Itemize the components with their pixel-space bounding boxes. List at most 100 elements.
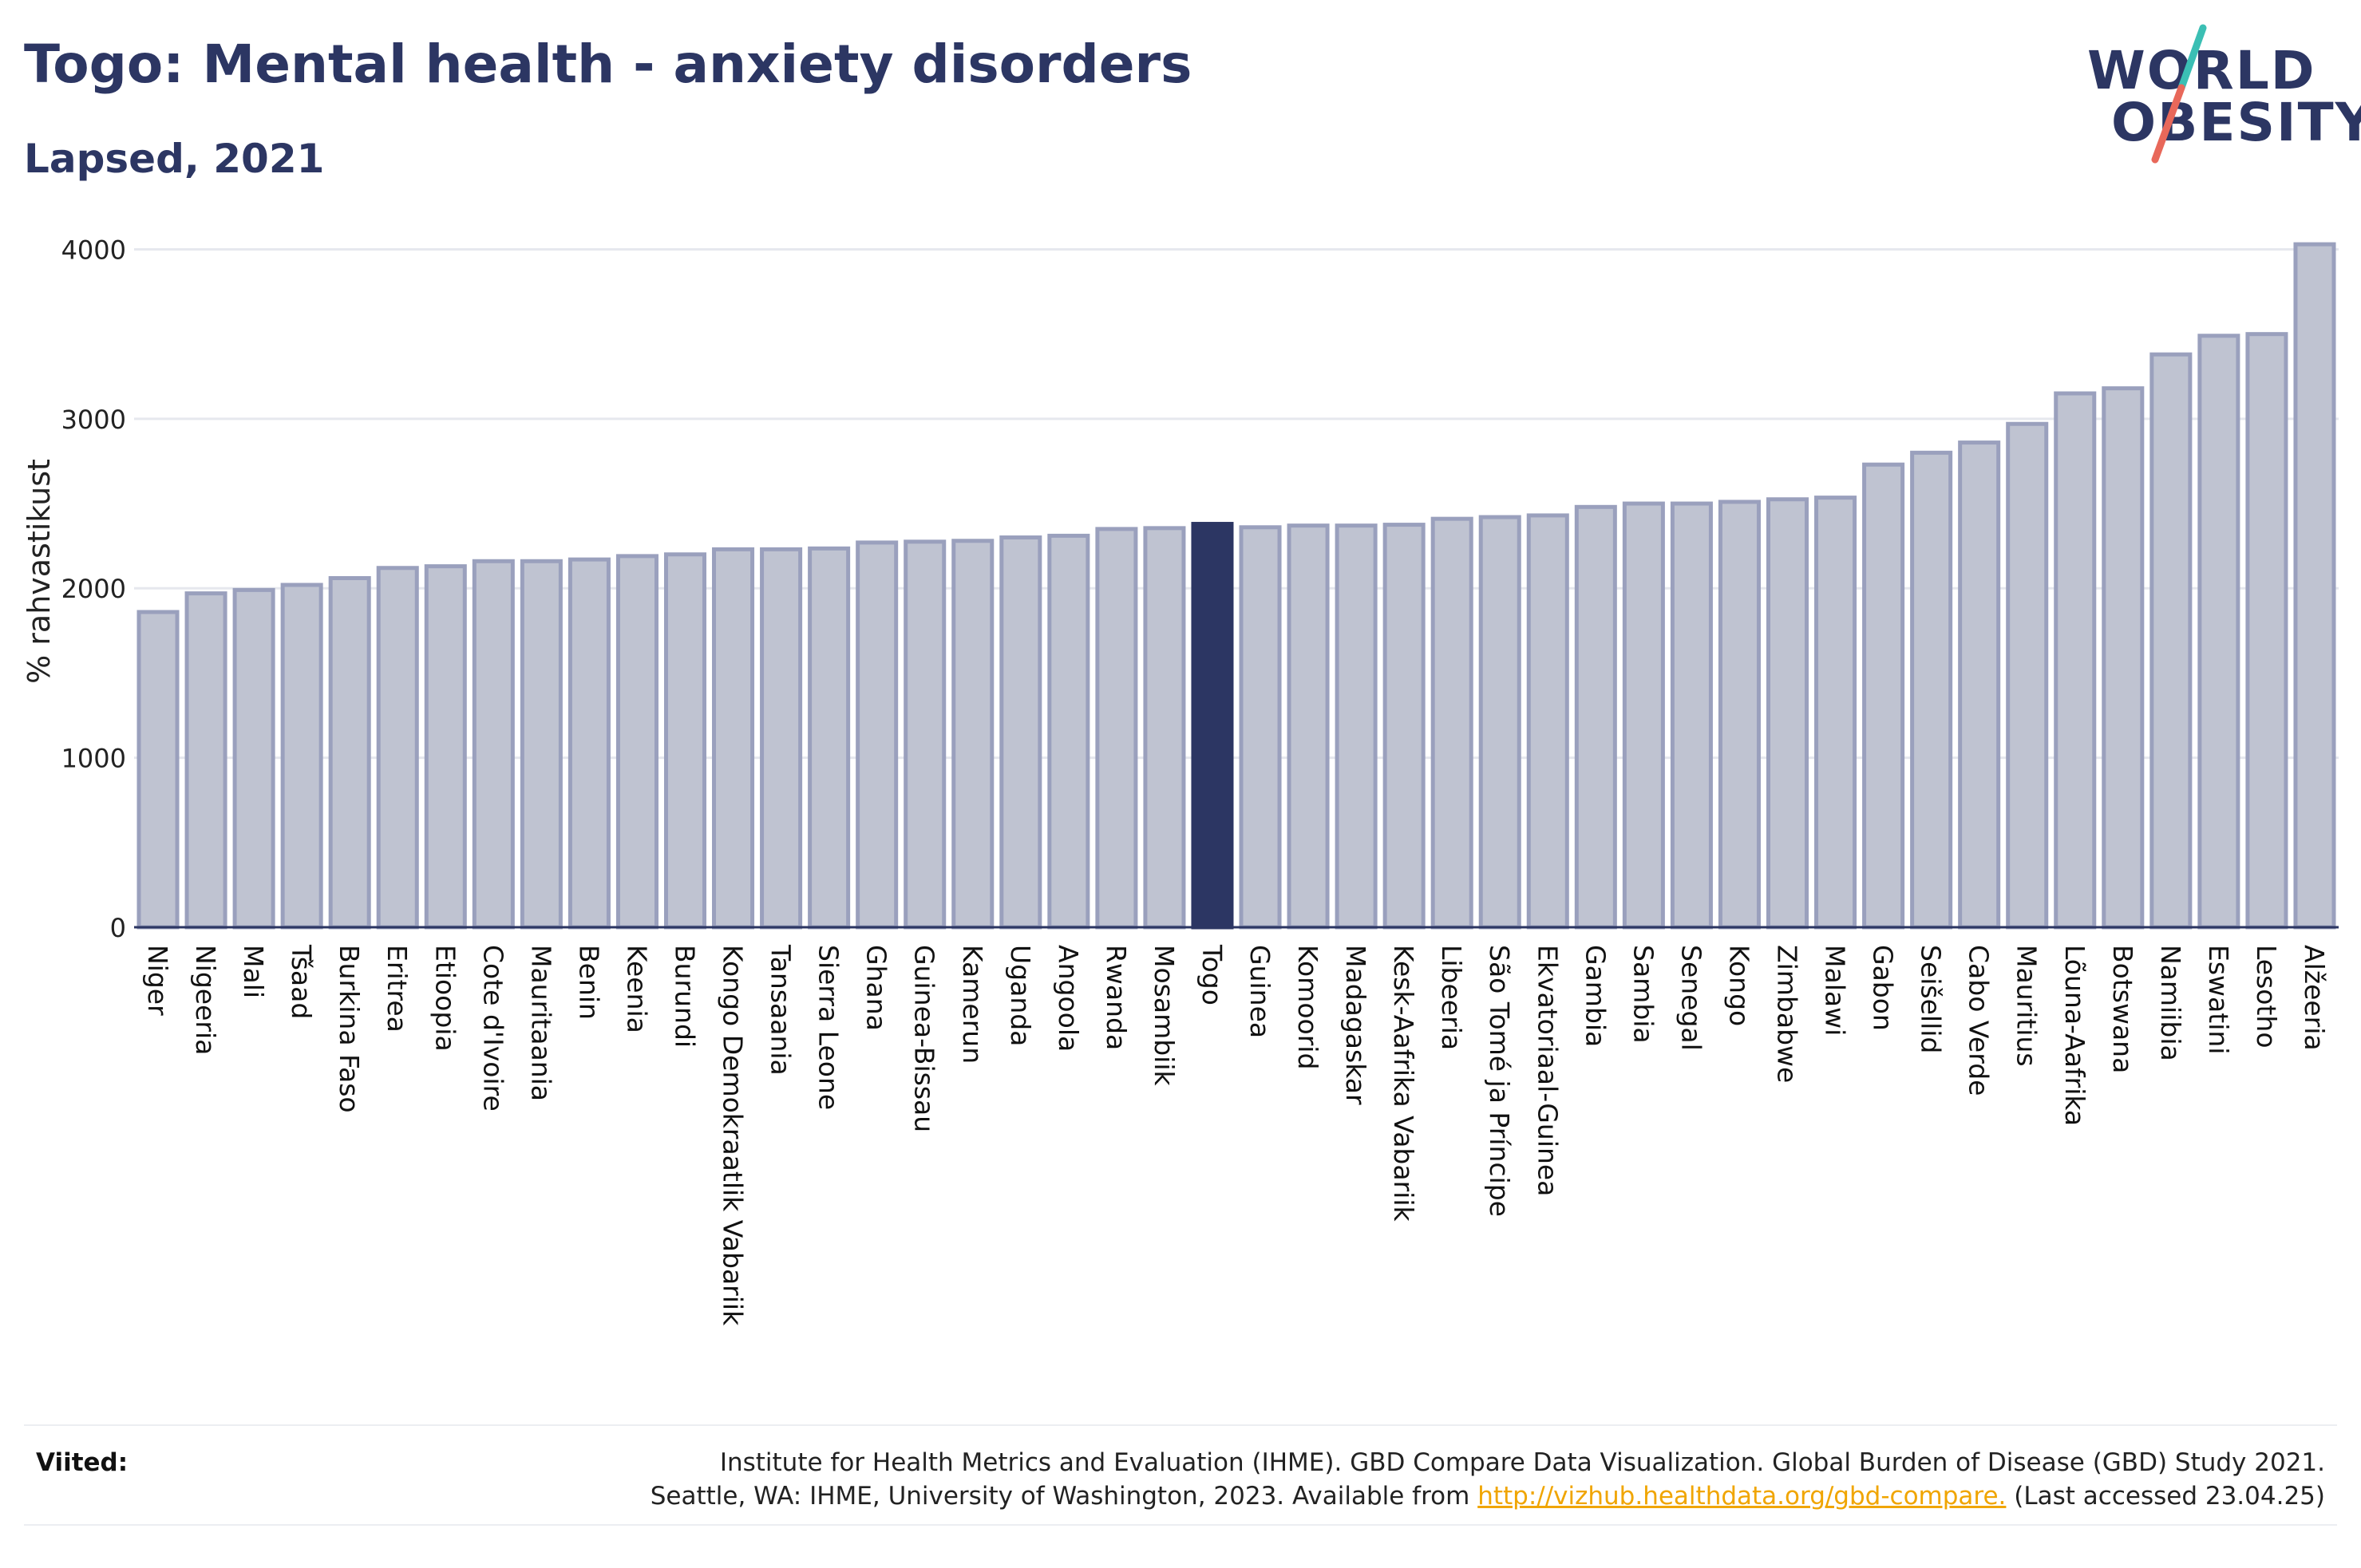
bar-angoola — [1047, 533, 1090, 930]
bar-mali — [232, 587, 275, 930]
source-line-2: Seattle, WA: IHME, University of Washing… — [651, 1479, 2325, 1513]
y-tick-label: 4000 — [61, 235, 126, 265]
x-tick-label: Namiibia — [2155, 945, 2186, 1061]
x-tick-label: Seišellid — [1916, 945, 1947, 1053]
bar-libeeria — [1430, 516, 1473, 930]
bar-al-eeria — [2293, 242, 2336, 930]
bar-kamerun — [951, 539, 995, 930]
x-tick-label: Mauritius — [2011, 945, 2043, 1067]
bar-komoorid — [1287, 523, 1330, 930]
bar-botswana — [2102, 386, 2145, 930]
bar-kongo — [1718, 500, 1761, 930]
x-tick-label: Tšaad — [286, 944, 317, 1019]
x-tick-label: Lesotho — [2251, 945, 2282, 1049]
logo-slash-icon — [2151, 24, 2207, 164]
x-tick-label: Rwanda — [1101, 945, 1132, 1050]
x-tick-label: Lõuna-Aafrika — [2059, 945, 2090, 1126]
source-link[interactable]: http://vizhub.healthdata.org/gbd-compare… — [1477, 1482, 2007, 1511]
bar-gambia — [1574, 504, 1617, 930]
x-tick-label: Nigeeria — [190, 945, 221, 1055]
source-label: Viited: — [36, 1448, 129, 1477]
x-tick-label: Ghana — [861, 945, 892, 1031]
bar-ekvatoriaal-guinea — [1526, 513, 1569, 930]
x-tick-label: Ekvatoriaal-Guinea — [1532, 945, 1563, 1196]
bar-mosambiik — [1143, 526, 1186, 930]
x-tick-label: Guinea-Bissau — [909, 945, 940, 1132]
bar-lesotho — [2245, 332, 2288, 930]
bar-rwanda — [1095, 527, 1138, 930]
bar-etioopia — [424, 564, 467, 930]
y-tick-label: 2000 — [61, 574, 126, 604]
x-tick-label: Uganda — [1005, 945, 1036, 1046]
x-tick-label: Kongo Demokraatlik Vabariik — [718, 945, 749, 1326]
x-tick-label: Sambia — [1627, 945, 1659, 1044]
y-tick-label: 0 — [110, 913, 126, 943]
x-tick-label: Benin — [573, 945, 604, 1020]
bar-mauritius — [2006, 421, 2049, 930]
x-tick-label: Tansaania — [765, 944, 797, 1076]
x-tick-label: Mauritaania — [525, 945, 556, 1101]
x-tick-label: Eswatini — [2203, 945, 2234, 1054]
bar-mauritaania — [520, 559, 563, 930]
x-tick-label: Libeeria — [1436, 945, 1467, 1050]
bar-t-aad — [280, 583, 323, 930]
source-line-2-suffix: (Last accessed 23.04.25) — [2006, 1482, 2325, 1511]
bar-sei-ellid — [1910, 450, 1953, 930]
bar-l-una-aafrika — [2054, 391, 2097, 930]
footer-divider-top — [24, 1424, 2337, 1426]
bar-niger — [136, 610, 180, 930]
x-tick-label: Togo — [1196, 944, 1228, 1005]
x-tick-label: Senegal — [1675, 945, 1706, 1051]
x-tick-label: Guinea — [1244, 945, 1275, 1038]
bar-cabo-verde — [1958, 440, 2001, 930]
y-tick-label: 1000 — [61, 744, 126, 774]
bar-gabon — [1862, 462, 1905, 930]
bar-zimbabwe — [1766, 497, 1809, 930]
x-tick-label: Kamerun — [957, 945, 988, 1064]
x-tick-label: Komoorid — [1292, 945, 1323, 1069]
y-tick-label: 3000 — [61, 405, 126, 435]
bar-nigeeria — [184, 591, 227, 930]
x-tick-label: Gambia — [1580, 945, 1611, 1047]
x-tick-label: Burkina Faso — [334, 945, 365, 1113]
x-tick-label: Kesk-Aafrika Vabariik — [1388, 945, 1419, 1222]
x-tick-label: Burundi — [670, 945, 701, 1048]
bar-madagaskar — [1335, 523, 1378, 930]
bar-togo — [1191, 522, 1234, 930]
bar-eritrea — [376, 566, 419, 930]
bar-keenia — [615, 554, 658, 930]
x-tick-label: Cabo Verde — [1964, 945, 1995, 1096]
x-tick-label: Zimbabwe — [1772, 945, 1803, 1083]
bar-sambia — [1622, 501, 1665, 930]
bar-tansaania — [760, 547, 803, 930]
y-axis-label: % rahvastikust — [22, 459, 57, 684]
x-tick-label: Keenia — [621, 945, 652, 1033]
x-tick-label: Cote d'Ivoire — [477, 945, 508, 1112]
footer-divider-bottom — [24, 1524, 2337, 1526]
bar-namiibia — [2149, 352, 2193, 930]
bar-guinea — [1239, 525, 1282, 930]
x-tick-label: Niger — [142, 945, 173, 1016]
world-obesity-logo: WORLD OBESITY — [2079, 24, 2361, 168]
source-line-2-prefix: Seattle, WA: IHME, University of Washing… — [650, 1482, 1478, 1511]
x-tick-label: Madagaskar — [1340, 945, 1371, 1105]
bar-cote-d-ivoire — [472, 559, 515, 930]
logo-word-obesity: OBESITY — [2111, 92, 2361, 153]
bar-kongo-demokraatlik-vabariik — [712, 547, 755, 930]
bar-s-o-tom-ja-pr-ncipe — [1478, 515, 1521, 930]
x-tick-label: Sierra Leone — [813, 945, 844, 1110]
bar-burundi — [663, 552, 707, 930]
x-tick-label: Angoola — [1053, 945, 1084, 1052]
bar-kesk-aafrika-vabariik — [1382, 523, 1426, 930]
bar-guinea-bissau — [904, 539, 947, 930]
x-tick-label: Kongo — [1723, 945, 1754, 1026]
x-tick-label: Malawi — [1820, 945, 1851, 1036]
x-tick-label: Mali — [238, 945, 269, 998]
x-tick-label: São Tomé ja Príncipe — [1484, 945, 1515, 1217]
bar-ghana — [856, 540, 899, 930]
chart-title: Togo: Mental health - anxiety disorders — [24, 34, 1192, 95]
bar-malawi — [1814, 496, 1857, 930]
bar-eswatini — [2197, 334, 2240, 930]
x-tick-label: Etioopia — [429, 945, 461, 1052]
bar-sierra-leone — [808, 546, 851, 930]
